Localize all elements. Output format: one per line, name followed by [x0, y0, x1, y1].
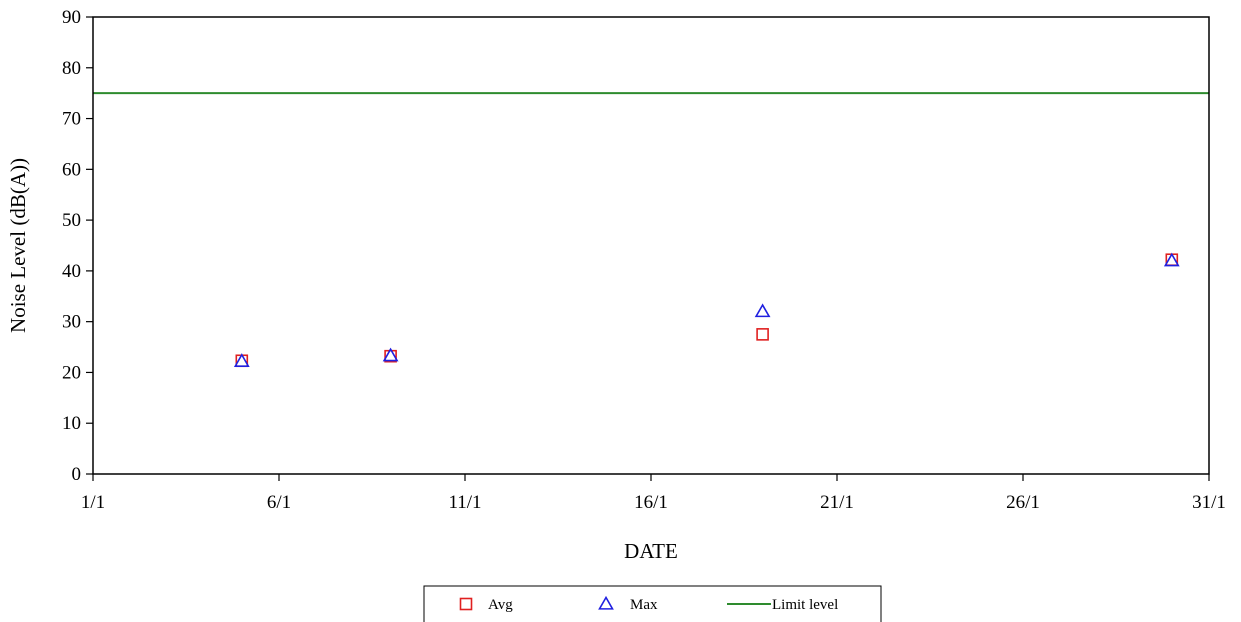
y-tick-label: 0 [72, 464, 82, 485]
max-legend-marker [598, 595, 614, 610]
limit-level-legend-label: Limit level [772, 597, 838, 613]
y-tick-label: 30 [62, 312, 81, 333]
max-legend-label: Max [630, 597, 658, 613]
data-points [233, 252, 1180, 368]
y-tick-label: 50 [62, 210, 81, 231]
legend: Avg Max Limit level [423, 585, 882, 622]
x-tick-label: 6/1 [267, 492, 291, 513]
plot-area-frame [92, 16, 1210, 475]
y-tick-label: 20 [62, 362, 81, 383]
x-tick-label: 1/1 [81, 492, 105, 513]
x-axis-ticks: 1/1 6/1 11/1 16/1 21/1 26/1 31/1 [81, 474, 1226, 513]
y-tick-label: 60 [62, 159, 81, 180]
y-tick-label: 80 [62, 58, 81, 79]
max-point [233, 353, 250, 367]
x-tick-label: 16/1 [634, 492, 668, 513]
y-tick-label: 40 [62, 261, 81, 282]
y-axis-ticks: 0 10 20 30 40 50 60 70 80 90 [62, 7, 93, 485]
max-point [382, 347, 399, 362]
x-tick-label: 26/1 [1006, 492, 1040, 513]
avg-legend-label: Avg [488, 597, 513, 613]
y-axis-label: Noise Level (dB(A)) [6, 158, 30, 333]
y-tick-label: 10 [62, 413, 81, 434]
legend-box [423, 585, 882, 622]
x-tick-label: 11/1 [448, 492, 481, 513]
x-tick-label: 21/1 [820, 492, 854, 513]
max-point [754, 303, 771, 318]
avg-point [756, 328, 769, 341]
avg-legend-marker [459, 597, 473, 611]
y-tick-label: 90 [62, 7, 81, 28]
x-axis-label: DATE [624, 539, 678, 563]
y-tick-label: 70 [62, 109, 81, 130]
max-point [1163, 252, 1180, 267]
x-tick-label: 31/1 [1192, 492, 1226, 513]
